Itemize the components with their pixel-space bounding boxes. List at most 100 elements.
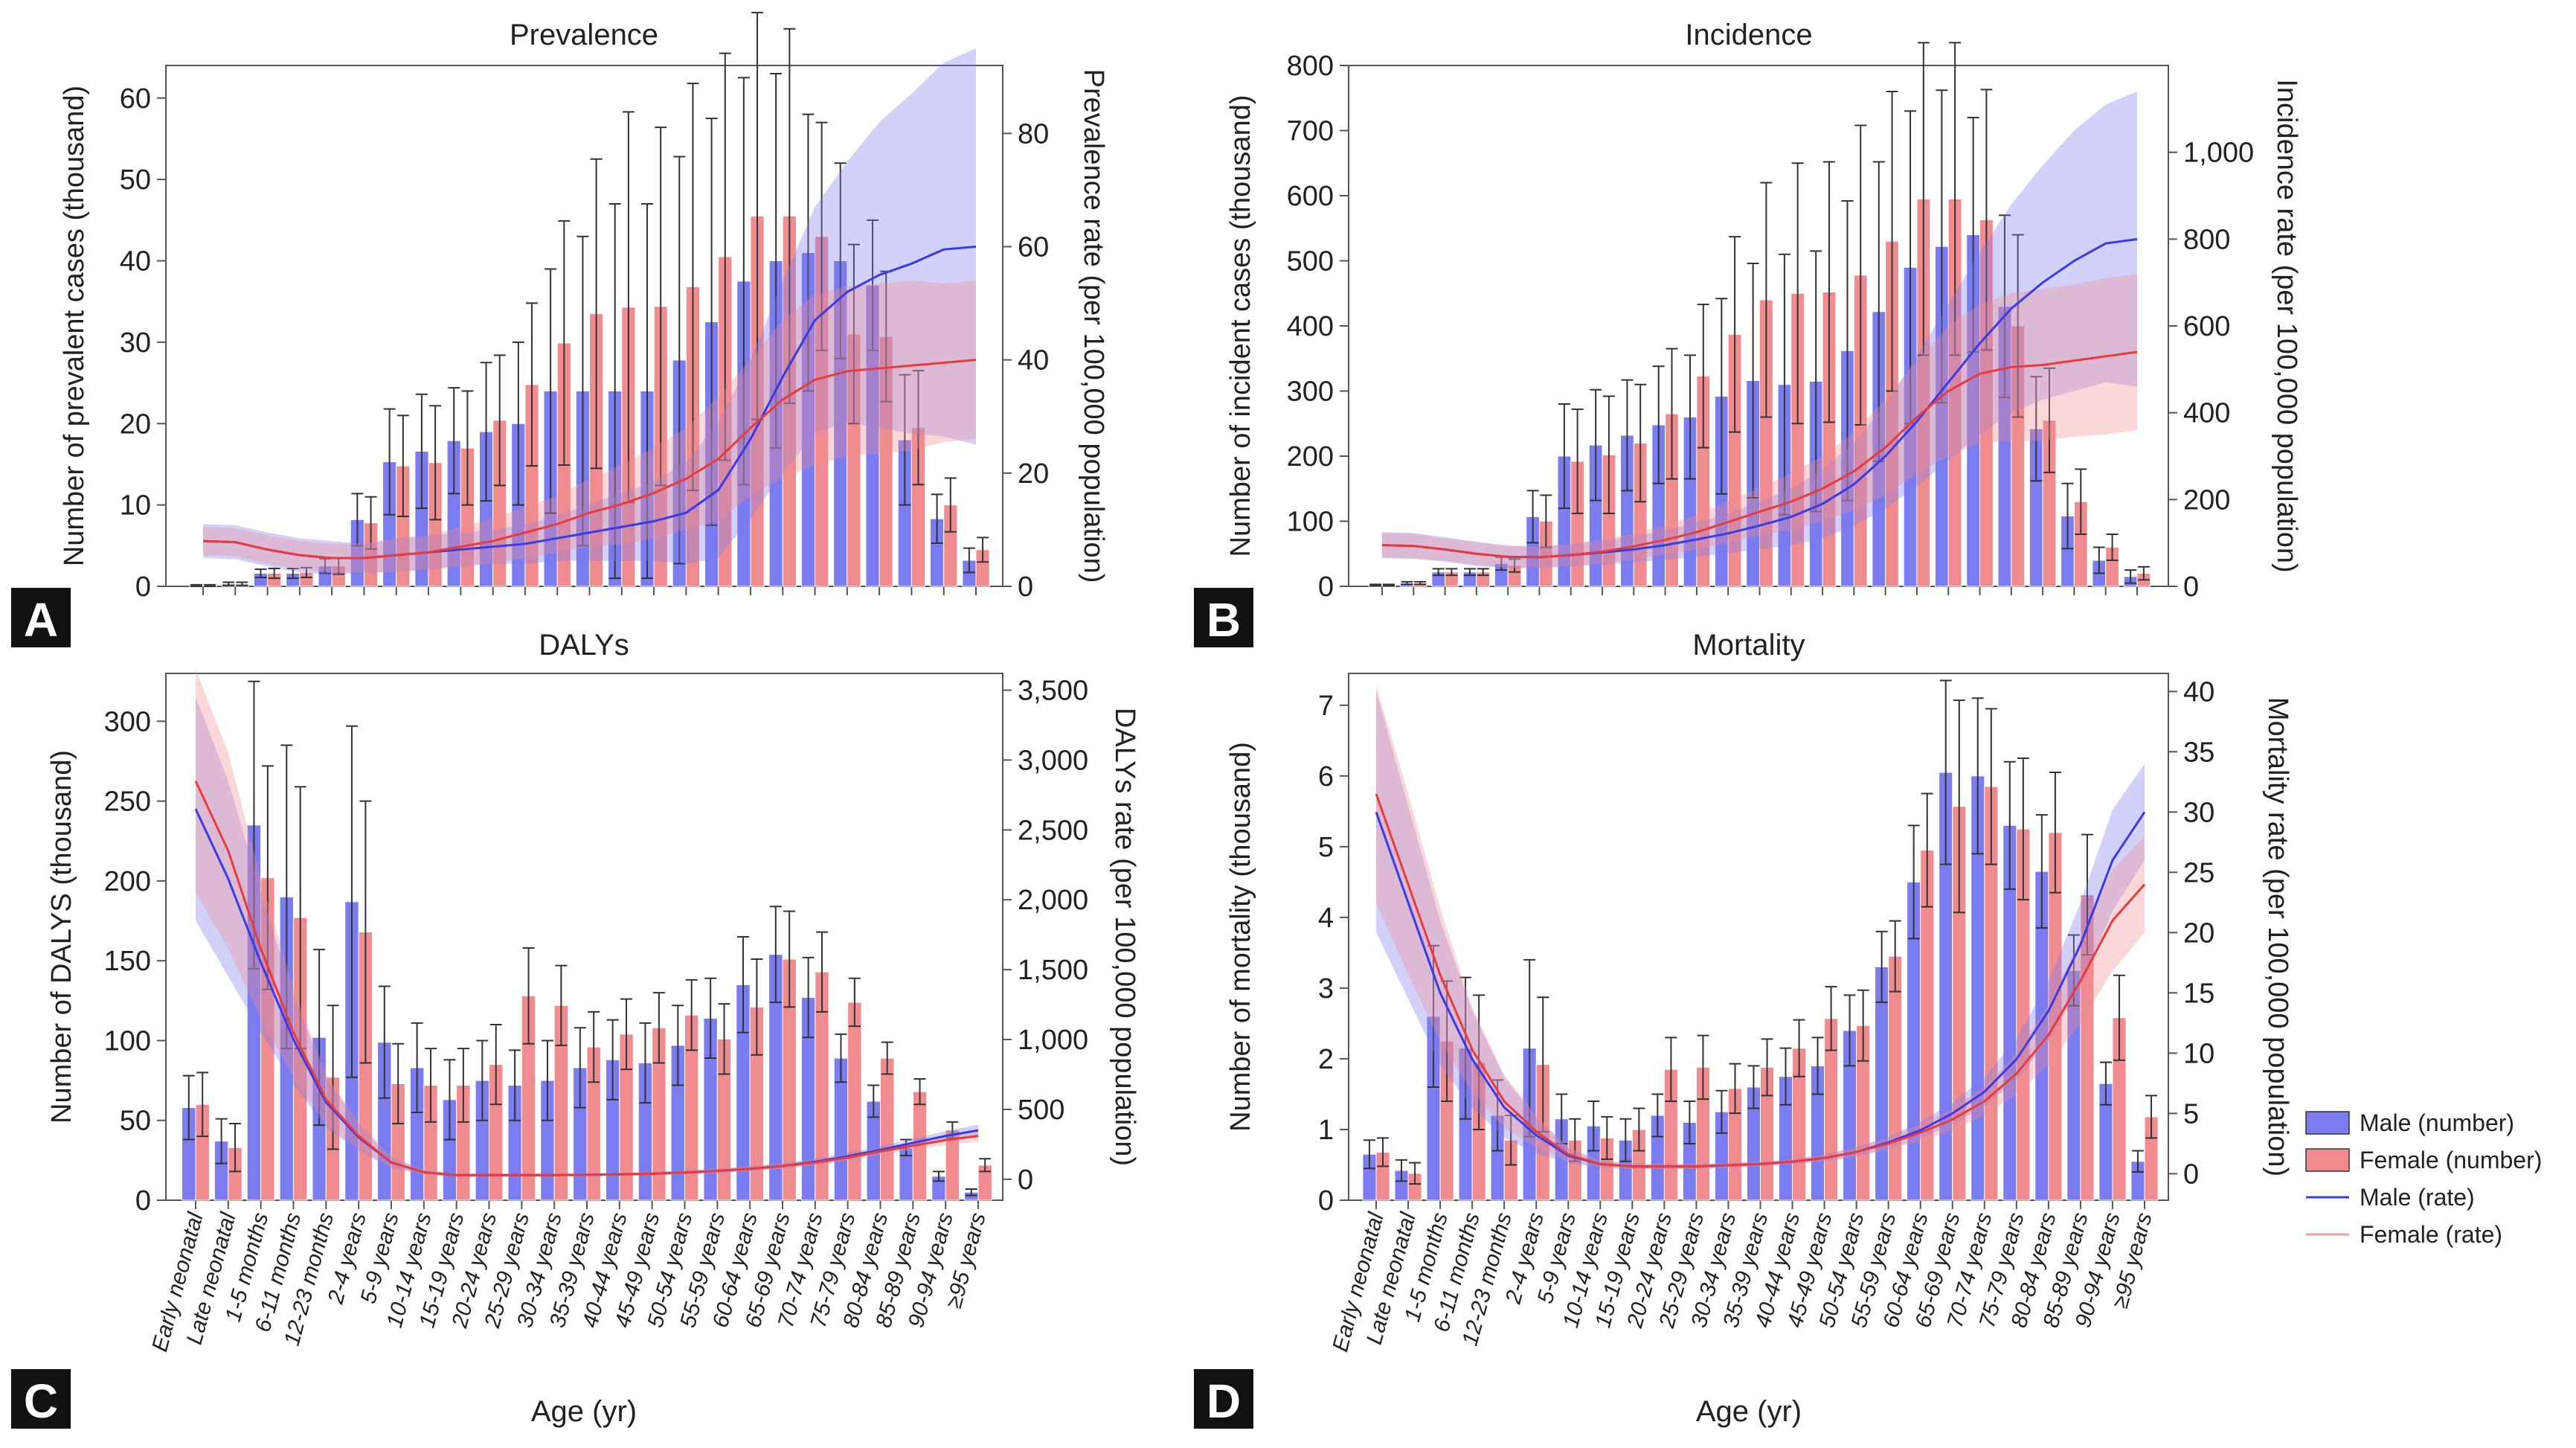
y-left-tick-label: 300	[104, 706, 151, 737]
legend-swatch-female-bar	[2305, 1148, 2350, 1172]
y-right-tick-label: 1,000	[1018, 1025, 1088, 1056]
y-right-tick-label: 40	[1018, 345, 1049, 377]
y-axis-right-label-d: Mortality rate (per 100,000 population)	[2262, 697, 2293, 1176]
legend-label-female-bar: Female (number)	[2360, 1147, 2542, 1173]
line-female-rate	[202, 359, 977, 560]
y-right-tick-label: 0	[2183, 571, 2199, 603]
y-right-tick-label: 500	[1018, 1095, 1064, 1126]
panel-title-c: DALYs	[539, 629, 629, 661]
y-right-tick-label: 35	[2183, 737, 2214, 768]
y-right-tick-label: 5	[2183, 1098, 2199, 1130]
y-right-tick-label: 3,500	[1018, 676, 1088, 707]
y-left-tick-label: 3	[1318, 973, 1334, 1005]
y-right-tick-label: 2,000	[1018, 885, 1088, 916]
y-left-tick-label: 30	[120, 327, 151, 359]
y-axis-right-label-a: Prevalence rate (per 100,000 population)	[1078, 69, 1109, 583]
legend: Male (number) Female (number) Male (rate…	[2305, 1109, 2542, 1248]
plot-area-a: 0 10 20 30 40 50 60 0 20 40 60 80	[120, 11, 1049, 603]
y-right-tick-label: 10	[2183, 1038, 2214, 1069]
y-right-tick-label: 20	[1018, 458, 1049, 490]
y-right-tick-label: 20	[2183, 917, 2214, 949]
plot-area-b: 0 100 200 300 400 500 600 700 800 0 200 400 600 800 1,…	[1287, 42, 2254, 603]
y-left-tick-label: 500	[1287, 246, 1334, 278]
panel-b: Incidence 0 100 200 300 400 500 600 700 800 0 200 4…	[1194, 19, 2302, 647]
y-right-tick-label: 25	[2183, 857, 2214, 888]
y-left-tick-label: 200	[1287, 441, 1334, 472]
y-axis-left-label-b: Number of incident cases (thousand)	[1225, 95, 1256, 557]
line-female-rate	[1375, 793, 2146, 1168]
line-female-rate	[1381, 350, 2138, 559]
panel-badge-b	[1194, 588, 1253, 647]
y-left-tick-label: 40	[120, 246, 151, 278]
panel-title-d: Mortality	[1692, 629, 1805, 661]
y-left-tick-label: 100	[1287, 507, 1334, 538]
y-axis-left-label-d: Number of mortality (thousand)	[1225, 742, 1256, 1132]
panel-a: Prevalence 0 10 20 30 40 50 60 0 20 40 60 80 Number…	[11, 11, 1109, 647]
band-male-rate	[203, 48, 976, 575]
band-male-rate	[1382, 92, 2137, 568]
y-left-tick-label: 800	[1287, 51, 1334, 82]
y-right-tick-label: 600	[2183, 311, 2230, 342]
legend-label-male-bar: Male (number)	[2360, 1109, 2514, 1136]
y-right-tick-label: 0	[1018, 1165, 1033, 1196]
y-right-tick-label: 30	[2183, 797, 2214, 828]
y-left-tick-label: 150	[104, 946, 151, 977]
y-left-tick-label: 4	[1318, 903, 1334, 934]
panel-letter-d: D	[1207, 1374, 1241, 1428]
bar-female	[847, 1002, 862, 1201]
y-right-tick-label: 2,500	[1018, 815, 1088, 846]
y-left-tick-label: 600	[1287, 181, 1334, 212]
y-left-tick-label: 6	[1318, 761, 1334, 792]
y-left-tick-label: 1	[1318, 1115, 1334, 1146]
y-left-tick-label: 400	[1287, 311, 1334, 342]
line-female-rate	[194, 780, 979, 1176]
y-left-tick-label: 0	[135, 571, 151, 603]
y-right-tick-label: 1,500	[1018, 955, 1088, 986]
y-right-tick-label: 0	[1018, 571, 1033, 603]
bar-female	[1888, 955, 1903, 1201]
y-right-tick-label: 800	[2183, 224, 2230, 255]
y-right-tick-label: 1,000	[2183, 138, 2254, 169]
y-right-tick-label: 3,000	[1018, 745, 1088, 776]
y-right-tick-label: 200	[2183, 484, 2230, 516]
y-left-tick-label: 700	[1287, 116, 1334, 147]
panel-letter-c: C	[24, 1374, 58, 1428]
y-left-tick-label: 2	[1318, 1044, 1334, 1075]
y-left-tick-label: 20	[120, 409, 151, 440]
y-left-tick-label: 300	[1287, 377, 1334, 408]
legend-label-male-rate: Male (rate)	[2360, 1184, 2475, 1211]
y-right-tick-label: 40	[2183, 676, 2214, 708]
y-right-tick-label: 80	[1018, 118, 1049, 150]
x-axis-label-d: Age (yr)	[1696, 1395, 1802, 1428]
y-left-tick-label: 0	[1318, 571, 1334, 603]
panel-letter-a: A	[24, 593, 58, 647]
band-female-rate	[1382, 274, 2137, 568]
y-left-tick-label: 0	[1318, 1185, 1334, 1217]
y-axis-right-label-b: Incidence rate (per 100,000 population)	[2271, 79, 2302, 572]
y-left-tick-label: 100	[104, 1025, 151, 1057]
y-left-tick-label: 7	[1318, 691, 1334, 722]
y-left-tick-label: 60	[120, 83, 151, 115]
y-left-tick-label: 5	[1318, 832, 1334, 863]
y-left-tick-label: 0	[135, 1185, 151, 1217]
x-axis-label-c: Age (yr)	[531, 1395, 637, 1428]
y-left-tick-label: 50	[120, 164, 151, 196]
panel-badge-d	[1194, 1369, 1253, 1429]
y-right-tick-label: 0	[2183, 1159, 2199, 1190]
panel-letter-b: B	[1207, 593, 1241, 647]
y-axis-left-label-a: Number of prevalent cases (thousand)	[59, 86, 90, 566]
y-left-tick-label: 50	[120, 1106, 151, 1137]
y-left-tick-label: 10	[120, 490, 151, 522]
panel-badge-c	[11, 1369, 71, 1429]
y-right-tick-label: 400	[2183, 398, 2230, 429]
band-female-rate	[203, 281, 976, 572]
panel-title-a: Prevalence	[510, 19, 658, 51]
bar-female	[880, 1057, 895, 1201]
y-axis-right-label-c: DALYs rate (per 100,000 population)	[1109, 708, 1140, 1166]
legend-label-female-rate: Female (rate)	[2360, 1221, 2502, 1248]
legend-swatch-male-bar	[2305, 1111, 2350, 1135]
y-right-tick-label: 15	[2183, 978, 2214, 1009]
y-left-tick-label: 200	[104, 866, 151, 897]
y-axis-left-label-c: Number of DALYS (thousand)	[46, 750, 77, 1124]
